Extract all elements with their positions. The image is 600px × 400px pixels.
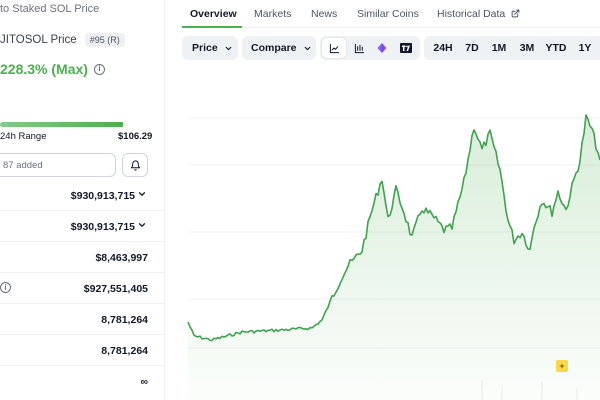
tab-overview[interactable]: Overview	[190, 8, 237, 20]
line-chart-button[interactable]	[322, 38, 346, 58]
range-ytd[interactable]: YTD	[545, 42, 567, 54]
external-link-icon	[511, 9, 520, 18]
diamond-icon	[377, 43, 387, 53]
range-fill	[0, 122, 123, 127]
candlestick-icon	[354, 43, 364, 53]
chevron-down-icon	[225, 46, 231, 50]
compare-dropdown[interactable]: Compare	[242, 36, 316, 60]
stat-value: $8,463,997	[95, 252, 148, 264]
range-label: 24h Range	[0, 131, 47, 142]
chevron-down-icon[interactable]	[137, 189, 147, 199]
range-7d[interactable]: 7D	[465, 42, 479, 54]
compare-dropdown-label: Compare	[251, 42, 312, 54]
price-chart[interactable]	[182, 70, 600, 400]
price-change-row: 228.3% (Max) i	[0, 61, 105, 77]
breadcrumb[interactable]: to Staked SOL Price	[0, 3, 100, 15]
stat-row: 8,781,264	[0, 335, 165, 366]
stat-row: $8,463,997	[0, 242, 165, 273]
coin-summary-panel: to Staked SOL Price JITOSOL Price #95 (R…	[0, 0, 165, 400]
range-1y[interactable]: 1Y	[578, 42, 592, 54]
price-dropdown-label: Price	[192, 42, 233, 54]
range-high: $106.29	[118, 131, 153, 142]
tab-news[interactable]: News	[311, 8, 338, 20]
stat-value: ∞	[140, 376, 149, 388]
stat-value: 8,781,264	[101, 345, 148, 357]
price-dropdown[interactable]: Price	[182, 36, 238, 60]
rank-badge: #95 (R)	[84, 33, 125, 47]
line-chart-icon	[329, 43, 339, 53]
time-range-selector: 24H 7D 1M 3M YTD 1Y	[424, 36, 600, 60]
range-3m[interactable]: 3M	[519, 42, 535, 54]
stat-row[interactable]: $930,913,715	[0, 180, 165, 211]
chevron-down-icon[interactable]	[137, 220, 147, 230]
coin-name: JITOSOL Price	[0, 34, 77, 46]
alert-button[interactable]	[122, 153, 148, 177]
watchlist-button[interactable]: 87 added	[0, 153, 116, 177]
tab-historical-data[interactable]: Historical Data	[437, 8, 520, 20]
diamond-button[interactable]	[371, 36, 393, 60]
tab-markets[interactable]: Markets	[254, 8, 292, 20]
tab-historical-data-label: Historical Data	[437, 8, 506, 20]
coin-title-row: JITOSOL Price #95 (R)	[0, 33, 125, 47]
stat-row[interactable]: $930,913,715	[0, 211, 165, 242]
bell-icon	[130, 159, 140, 171]
stat-row: i $927,551,405	[0, 273, 165, 304]
tab-bar: Overview Markets News Similar Coins Hist…	[182, 0, 600, 28]
stats-list: $930,913,715 $930,913,715 $8,463,997 i $927,…	[0, 180, 165, 397]
tab-similar-coins[interactable]: Similar Coins	[357, 8, 419, 20]
chart-type-toggle	[320, 36, 420, 60]
tradingview-icon	[400, 43, 412, 53]
stat-value: $927,551,405	[83, 283, 148, 295]
stat-row: 8,781,264	[0, 304, 165, 335]
volume-bars	[481, 380, 578, 400]
candlestick-button[interactable]	[348, 36, 370, 60]
info-icon[interactable]: i	[93, 63, 105, 75]
price-area	[188, 115, 600, 400]
watchlist-count: 87 added	[3, 160, 43, 171]
range-24h[interactable]: 24H	[433, 42, 453, 54]
stat-value: 8,781,264	[101, 314, 148, 326]
range-1m[interactable]: 1M	[491, 42, 507, 54]
price-change: 228.3% (Max)	[0, 61, 88, 77]
chevron-down-icon	[304, 46, 310, 50]
stat-value: $930,913,715	[70, 221, 135, 233]
tradingview-button[interactable]	[395, 36, 417, 60]
event-flag-icon[interactable]: ✦	[556, 360, 568, 372]
active-tab-indicator	[182, 26, 242, 28]
info-icon[interactable]: i	[0, 282, 11, 293]
range-bar	[0, 122, 124, 127]
stat-row: ∞	[0, 366, 165, 397]
price-line	[187, 114, 600, 342]
stat-value: $930,913,715	[70, 190, 135, 202]
